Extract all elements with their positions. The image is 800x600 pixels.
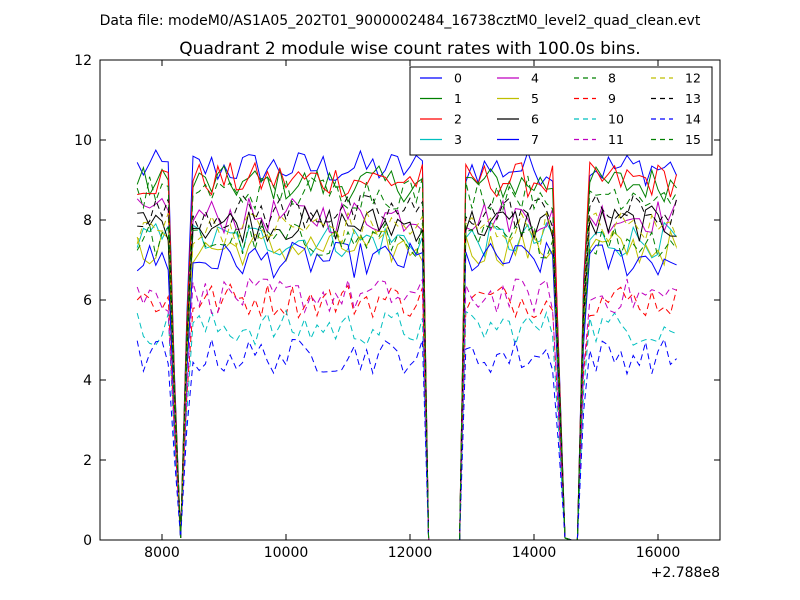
series-line-5: [136, 229, 678, 541]
legend-label-6: 6: [531, 112, 539, 127]
series-line-14: [136, 337, 677, 541]
legend-label-13: 13: [685, 91, 701, 106]
y-tick-label: 12: [74, 53, 92, 69]
legend-label-15: 15: [685, 132, 701, 147]
x-tick-label: 16000: [636, 545, 681, 561]
x-tick-label: 12000: [388, 545, 433, 561]
legend-label-2: 2: [454, 112, 462, 127]
legend-label-0: 0: [454, 71, 462, 86]
legend-box: [409, 66, 713, 156]
y-tick-label: 6: [83, 293, 92, 309]
series-line-10: [136, 309, 677, 541]
y-tick-label: 10: [74, 133, 92, 149]
series-line-11: [136, 276, 677, 541]
series-line-3: [136, 221, 677, 541]
y-tick-label: 4: [83, 373, 92, 389]
series-line-0: [136, 148, 678, 541]
series-line-15: [136, 175, 678, 541]
chart-title: Quadrant 2 module wise count rates with …: [179, 39, 640, 59]
series-line-7: [136, 241, 677, 541]
y-tick-label: 2: [83, 453, 92, 469]
plot-layer: [136, 148, 678, 541]
x-tick-label: 10000: [264, 545, 309, 561]
suptitle: Data file: modeM0/AS1A05_202T01_90000024…: [100, 13, 701, 29]
series-line-8: [136, 222, 677, 541]
legend-label-4: 4: [531, 71, 539, 86]
y-tick-label: 8: [83, 213, 92, 229]
legend-label-14: 14: [685, 112, 701, 127]
series-line-1: [136, 165, 677, 541]
legend-label-10: 10: [608, 112, 624, 127]
series-line-12: [136, 210, 678, 541]
legend-label-8: 8: [608, 71, 616, 86]
series-line-13: [137, 194, 678, 541]
y-tick-label: 0: [83, 533, 92, 549]
legend-label-11: 11: [608, 132, 624, 147]
series-line-2: [137, 160, 678, 541]
x-tick-label: 14000: [512, 545, 557, 561]
legend-label-3: 3: [454, 132, 462, 147]
legend-label-9: 9: [608, 91, 616, 106]
legend-label-7: 7: [531, 132, 539, 147]
legend-label-1: 1: [454, 91, 462, 106]
legend-label-12: 12: [685, 71, 701, 86]
legend-label-5: 5: [531, 91, 539, 106]
series-line-9: [136, 283, 678, 541]
x-tick-label: 8000: [144, 545, 180, 561]
x-offset-label: +2.788e8: [651, 565, 720, 581]
